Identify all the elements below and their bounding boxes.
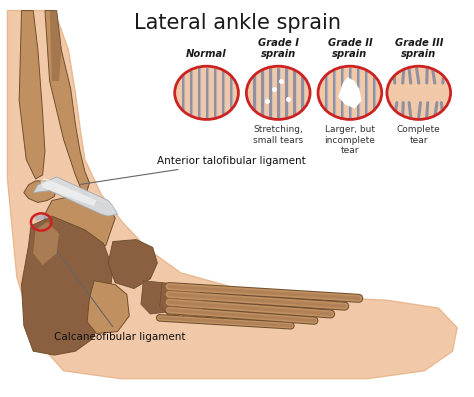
Polygon shape (40, 178, 97, 206)
Polygon shape (108, 240, 157, 289)
Polygon shape (176, 285, 204, 318)
Polygon shape (33, 222, 59, 265)
Polygon shape (33, 177, 118, 216)
Text: Grade II
sprain: Grade II sprain (328, 38, 372, 59)
Polygon shape (35, 214, 49, 221)
Polygon shape (19, 11, 45, 179)
Circle shape (318, 66, 382, 119)
Polygon shape (87, 281, 129, 333)
Polygon shape (160, 283, 188, 316)
Circle shape (175, 66, 238, 119)
Circle shape (246, 66, 310, 119)
Text: Stretching,
small tears: Stretching, small tears (253, 125, 303, 145)
Text: Complete
tear: Complete tear (397, 125, 441, 145)
Text: Grade I
sprain: Grade I sprain (258, 38, 299, 59)
Polygon shape (8, 11, 457, 379)
Text: Calcaneofibular ligament: Calcaneofibular ligament (43, 232, 186, 341)
Polygon shape (141, 281, 169, 314)
Text: Anterior talofibular ligament: Anterior talofibular ligament (81, 156, 306, 184)
Text: Larger, but
incomplete
tear: Larger, but incomplete tear (325, 125, 375, 155)
Polygon shape (338, 77, 362, 108)
Polygon shape (45, 11, 90, 198)
Polygon shape (43, 197, 115, 257)
Text: Lateral ankle sprain: Lateral ankle sprain (134, 13, 340, 33)
Polygon shape (21, 216, 113, 355)
Polygon shape (50, 11, 61, 81)
Circle shape (387, 66, 451, 119)
Polygon shape (24, 181, 57, 202)
Text: Grade III
sprain: Grade III sprain (394, 38, 443, 59)
Text: Normal: Normal (186, 49, 227, 59)
